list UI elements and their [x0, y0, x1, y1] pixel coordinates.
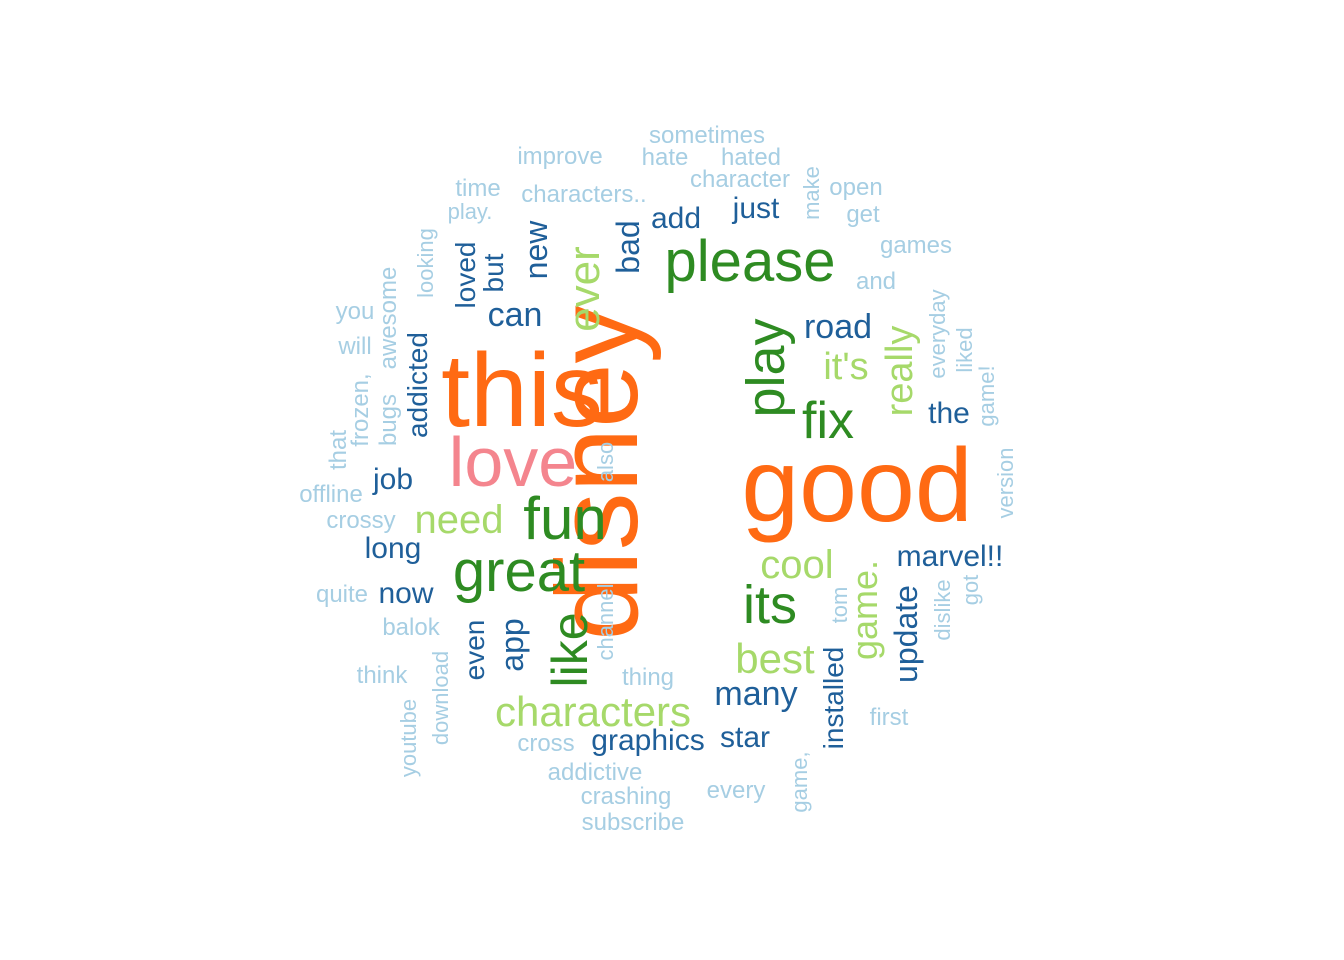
- word-get: get: [846, 201, 880, 228]
- word-offline: offline: [299, 481, 363, 508]
- word-everyday: everyday: [925, 289, 950, 379]
- word-but: but: [478, 253, 509, 293]
- word-dislike: dislike: [930, 579, 955, 641]
- word-need: need: [414, 498, 504, 542]
- word-job: job: [372, 463, 414, 496]
- word-bugs: bugs: [375, 393, 402, 447]
- word-app: app: [494, 618, 530, 672]
- word-please: please: [664, 229, 836, 294]
- word-crossy: crossy: [326, 507, 396, 534]
- word-add: add: [650, 202, 702, 235]
- word-long: long: [364, 532, 422, 565]
- word-just: just: [732, 192, 780, 225]
- word-great: great: [452, 539, 586, 604]
- word-think: think: [356, 662, 408, 689]
- word-also: also: [593, 441, 618, 483]
- word-looking: looking: [413, 228, 438, 298]
- word-this: this: [441, 333, 603, 449]
- word-its-apos: it's: [823, 346, 869, 388]
- word-thing: thing: [621, 664, 675, 691]
- word-balok: balok: [382, 614, 440, 641]
- word-make: make: [799, 166, 824, 220]
- word-tom: tom: [827, 586, 852, 624]
- word-play-period: play.: [447, 199, 493, 224]
- word-open: open: [829, 174, 883, 201]
- word-cool: cool: [760, 543, 834, 587]
- word-good: good: [741, 428, 973, 544]
- word-youtube: youtube: [396, 698, 421, 778]
- word-games: games: [879, 232, 953, 259]
- word-graphics: graphics: [591, 724, 705, 757]
- word-best: best: [735, 635, 815, 682]
- word-star: star: [719, 721, 771, 754]
- word-game-exclaim: game!: [974, 365, 999, 427]
- word-many: many: [714, 675, 798, 713]
- word-download: download: [428, 650, 453, 746]
- word-character: character: [689, 166, 791, 193]
- word-you: you: [335, 298, 375, 325]
- word-characters: characters: [494, 688, 692, 735]
- word-and: and: [855, 268, 897, 295]
- word-fix: fix: [802, 392, 854, 450]
- word-crashing: crashing: [580, 783, 672, 810]
- word-addicted: addicted: [402, 332, 433, 438]
- word-every: every: [706, 777, 766, 804]
- word-can: can: [487, 296, 543, 334]
- word-got: got: [958, 574, 983, 606]
- word-first: first: [869, 704, 909, 731]
- word-that: that: [325, 429, 352, 471]
- word-quite: quite: [315, 581, 369, 608]
- word-frozen: frozen,: [347, 373, 374, 447]
- word-sometimes: sometimes: [648, 122, 766, 149]
- word-liked: liked: [952, 327, 977, 373]
- word-hated: hated: [720, 144, 782, 171]
- word-marvel: marvel!!: [896, 540, 1004, 573]
- word-the: the: [928, 397, 970, 430]
- word-channel: channel: [593, 583, 618, 661]
- word-ever: ever: [560, 246, 609, 332]
- word-really: really: [879, 325, 921, 417]
- word-now: now: [378, 577, 434, 610]
- word-road: road: [803, 308, 873, 346]
- word-will: will: [338, 333, 372, 360]
- word-version: version: [993, 447, 1018, 519]
- word-even: even: [459, 619, 490, 681]
- word-bad: bad: [610, 220, 646, 274]
- word-love: love: [448, 423, 578, 501]
- word-hate: hate: [641, 144, 689, 171]
- word-installed: installed: [818, 646, 849, 750]
- word-its: its: [743, 575, 797, 635]
- word-play: play: [736, 318, 796, 418]
- word-like: like: [542, 612, 598, 688]
- word-fun: fun: [523, 485, 607, 552]
- word-subscribe: subscribe: [581, 809, 685, 836]
- word-update: update: [888, 585, 924, 683]
- word-loved: loved: [450, 241, 481, 309]
- word-characters-dots: characters..: [521, 181, 647, 208]
- word-game-period: game.: [844, 559, 885, 661]
- word-cross: cross: [517, 730, 575, 757]
- word-new: new: [518, 220, 554, 280]
- word-improve: improve: [517, 143, 603, 170]
- word-time: time: [455, 175, 501, 202]
- word-game-comma: game,: [787, 751, 812, 813]
- word-addictive: addictive: [547, 759, 643, 786]
- word-awesome: awesome: [375, 266, 402, 370]
